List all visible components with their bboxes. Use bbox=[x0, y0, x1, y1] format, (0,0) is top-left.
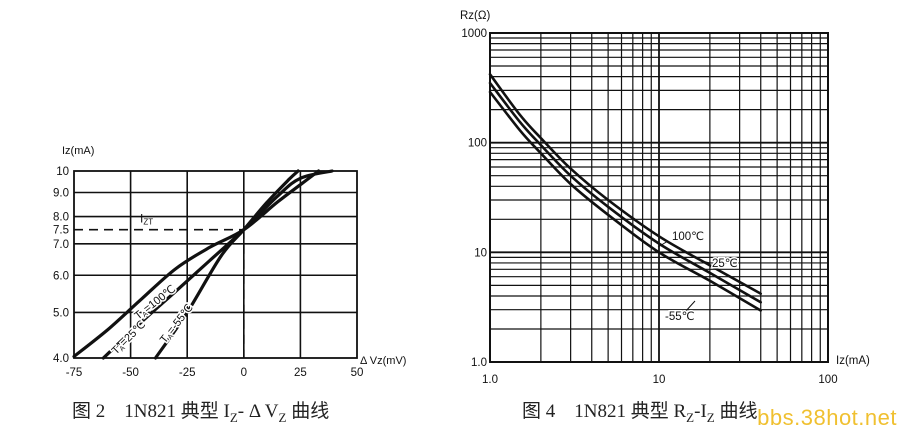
series-label-ta-minus55c-sub: A bbox=[167, 333, 176, 341]
y-tick-label: 8.0 bbox=[53, 212, 69, 224]
curve-ta-minus55c bbox=[153, 169, 300, 360]
caption-left: 图 2 1N821 典型 IZ- Δ VZ 曲线 bbox=[72, 396, 329, 426]
x-tick-label: 10 bbox=[653, 374, 666, 386]
caption-right-suffix: 曲线 bbox=[714, 401, 758, 422]
y-tick-label: 1.0 bbox=[471, 357, 487, 369]
curve-100c bbox=[488, 73, 762, 295]
series-label-25c: 25℃ bbox=[712, 258, 738, 270]
plot-frame bbox=[489, 32, 829, 363]
curve-minus55c bbox=[488, 90, 762, 312]
x-tick-label: 1.0 bbox=[482, 374, 498, 386]
chart-rz-iz: 100℃ 25℃ -55℃ 1.0 10 100 1000 1.0 10 100 Rz(Ω) Iz(m… bbox=[460, 10, 870, 386]
caption-right-iz-sub: Z bbox=[706, 409, 715, 425]
caption-left-iz: I bbox=[223, 401, 230, 422]
caption-right-prefix: 图 4 1N821 典型 bbox=[522, 401, 674, 422]
y-tick-label: 7.5 bbox=[53, 225, 69, 237]
x-tick-label: -50 bbox=[122, 367, 139, 379]
plot-frame bbox=[73, 170, 358, 359]
curve-ta-25c bbox=[101, 169, 334, 360]
series-label-ta-100c-sub: A bbox=[141, 310, 149, 319]
series-label-25c-leader bbox=[701, 260, 711, 264]
x-tick-label: 0 bbox=[241, 367, 247, 379]
y-tick-label: 4.0 bbox=[53, 353, 69, 365]
caption-right-iz: -I bbox=[694, 401, 707, 422]
x-tick-label: 50 bbox=[351, 367, 364, 379]
caption-right-rz: R bbox=[673, 401, 687, 422]
x-axis-label: Δ Vz(mV) bbox=[360, 355, 406, 367]
series-label-100c: 100℃ bbox=[672, 231, 704, 243]
series-label-ta-100c-rest: =100℃ bbox=[141, 283, 178, 315]
caption-left-dvz: - Δ V bbox=[237, 401, 279, 422]
caption-left-suffix: 曲线 bbox=[286, 401, 330, 422]
watermark: bbs.38hot.net bbox=[757, 405, 897, 430]
y-tick-label: 10 bbox=[474, 247, 487, 259]
series-label-ta-25c-rest: =25℃ bbox=[118, 319, 148, 349]
y-axis-label: Rz(Ω) bbox=[460, 10, 490, 22]
x-tick-label: 100 bbox=[818, 374, 837, 386]
series-label-minus55c: -55℃ bbox=[665, 311, 695, 323]
reference-label-izt: IZT bbox=[140, 212, 153, 227]
series-label-ta-minus55c-rest: =-55℃ bbox=[165, 302, 196, 337]
x-axis-label: Iz(mA) bbox=[836, 355, 870, 367]
reference-label-izt-sub: ZT bbox=[143, 218, 153, 227]
series-label-ta-25c-sub: A bbox=[119, 345, 127, 353]
caption-right: 图 4 1N821 典型 RZ-IZ 曲线 bbox=[522, 396, 758, 426]
x-tick-label: -75 bbox=[66, 367, 83, 379]
series-label-ta-minus55c: TA=-55℃ bbox=[158, 302, 197, 346]
series-label-100c-leader bbox=[657, 240, 669, 248]
caption-left-vz-sub: Z bbox=[278, 409, 287, 425]
y-axis-label: Iz(mA) bbox=[62, 145, 94, 157]
x-tick-label: -25 bbox=[179, 367, 196, 379]
y-tick-label: 7.0 bbox=[53, 239, 69, 251]
y-tick-label: 1000 bbox=[461, 28, 487, 40]
series-label-minus55c-leader bbox=[684, 300, 696, 313]
y-tick-label: 100 bbox=[468, 138, 487, 150]
curve-ta-100c bbox=[72, 169, 321, 359]
y-tick-label: 5.0 bbox=[53, 307, 69, 319]
caption-left-iz-sub: Z bbox=[229, 409, 238, 425]
x-tick-label: 25 bbox=[294, 367, 307, 379]
y-tick-label: 9.0 bbox=[53, 188, 69, 200]
caption-right-rz-sub: Z bbox=[686, 409, 695, 425]
curve-25c bbox=[488, 81, 762, 304]
y-tick-label: 10 bbox=[56, 166, 69, 178]
caption-left-prefix: 图 2 1N821 典型 bbox=[72, 401, 224, 422]
y-tick-label: 6.0 bbox=[53, 270, 69, 282]
